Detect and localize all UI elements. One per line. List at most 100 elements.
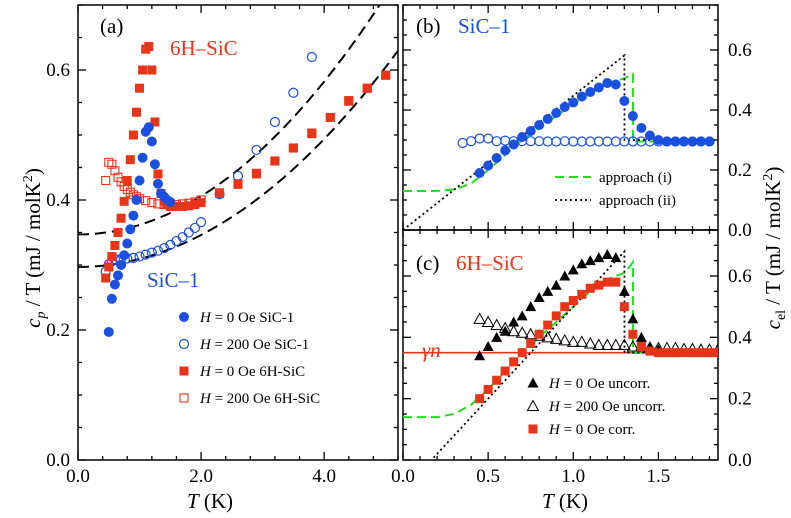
- data-point: [559, 270, 571, 281]
- data-point: [119, 250, 130, 261]
- data-point: [143, 122, 154, 133]
- data-point: [601, 249, 613, 260]
- x-tick-label: 0.5: [476, 466, 500, 487]
- data-point: [687, 348, 697, 358]
- data-point: [551, 136, 562, 147]
- legend-label: H = 0 Oe corr.: [548, 422, 635, 438]
- data-point: [110, 166, 120, 176]
- data-point: [104, 262, 114, 272]
- data-point: [713, 348, 718, 358]
- data-point: [525, 301, 537, 312]
- data-point: [153, 169, 163, 179]
- data-point: [594, 280, 604, 290]
- data-point: [627, 111, 638, 121]
- data-point: [541, 330, 555, 343]
- data-point: [165, 196, 176, 207]
- data-point: [635, 331, 647, 342]
- data-point: [125, 187, 135, 197]
- data-point: [215, 189, 225, 198]
- data-point: [107, 252, 117, 262]
- legend-label: approach (i): [599, 170, 672, 186]
- data-point: [122, 185, 132, 195]
- data-point: [178, 202, 188, 211]
- data-point: [457, 137, 468, 149]
- data-point: [568, 296, 578, 306]
- data-point: [147, 65, 157, 75]
- legend-marker: [179, 312, 189, 322]
- data-point: [560, 302, 570, 312]
- legend-label: H = 200 Oe SiC-1: [199, 337, 309, 353]
- data-point: [196, 198, 206, 208]
- data-point: [653, 348, 663, 358]
- panel-b: 0.0 0.2 0.4 0.6 approach (i) approach (ii): [402, 4, 752, 241]
- data-point: [567, 264, 579, 275]
- data-point: [704, 136, 715, 147]
- legend-label: approach (ii): [599, 193, 676, 209]
- y-tick-label: 0.0: [46, 450, 70, 471]
- x-axis-label-right: T (K): [542, 489, 588, 513]
- data-point: [128, 130, 138, 140]
- data-point: [585, 283, 595, 293]
- x-tick-label: 4.0: [312, 466, 336, 487]
- legend-marker: [527, 377, 539, 388]
- data-point: [551, 108, 562, 118]
- data-point: [592, 338, 606, 350]
- legend-label: H = 0 Oe uncorr.: [548, 376, 650, 392]
- data-point: [583, 336, 597, 349]
- data-point: [516, 310, 528, 321]
- data-point: [251, 144, 262, 156]
- data-point: [119, 196, 129, 206]
- data-point: [678, 136, 689, 147]
- legend-marker: [526, 399, 540, 411]
- data-point: [517, 348, 527, 358]
- data-point: [128, 252, 139, 263]
- x-tick-label: 0.0: [66, 466, 90, 487]
- legend-marker: [178, 338, 190, 350]
- y-axis-label-right: cel / T (mJ / molK2): [761, 167, 789, 330]
- data-point: [474, 350, 486, 361]
- data-point: [116, 260, 127, 270]
- data-point: [141, 196, 151, 206]
- data-point: [128, 210, 139, 221]
- panel-b-annotation: SiC–1: [458, 14, 511, 38]
- data-point: [135, 83, 145, 93]
- data-point: [551, 311, 561, 321]
- data-point: [695, 136, 706, 147]
- panel-a: 0.0 2.0 4.0 0.0 0.2 0.4 0.6 H = 0 Oe SiC-1 H = 2…: [46, 4, 399, 487]
- data-point: [704, 136, 715, 147]
- legend-label: H = 0 Oe SiC-1: [199, 310, 294, 326]
- data-point: [122, 176, 132, 185]
- data-point: [610, 79, 621, 90]
- data-point: [687, 136, 698, 147]
- data-point: [107, 159, 117, 169]
- data-point: [610, 252, 622, 263]
- data-point: [288, 143, 298, 153]
- data-point: [490, 318, 503, 331]
- data-point: [466, 136, 477, 147]
- data-point: [704, 348, 714, 358]
- data-point: [500, 366, 510, 376]
- panel-b-data: [403, 53, 718, 230]
- data-point: [566, 335, 580, 347]
- panel-c-annotation: 6H–SiC: [456, 251, 524, 275]
- data-point: [509, 357, 519, 367]
- data-point: [110, 241, 120, 250]
- data-point: [542, 136, 553, 147]
- data-point: [525, 126, 536, 136]
- data-point: [491, 331, 503, 342]
- data-point: [307, 129, 317, 139]
- data-point: [150, 117, 160, 127]
- data-point: [288, 87, 299, 98]
- data-point: [483, 384, 493, 394]
- data-point: [159, 243, 170, 254]
- y-tick-label: 0.0: [728, 450, 752, 471]
- data-point: [381, 70, 391, 80]
- x-tick-label: 1.5: [647, 466, 671, 487]
- data-point: [106, 293, 117, 304]
- legend-label: H = 200 Oe 6H-SiC: [199, 391, 320, 407]
- data-point: [619, 302, 629, 312]
- data-point: [183, 227, 194, 238]
- data-point: [619, 136, 630, 147]
- panel-a-annotation-6h: 6H–SiC: [170, 36, 238, 60]
- data-point: [542, 114, 553, 124]
